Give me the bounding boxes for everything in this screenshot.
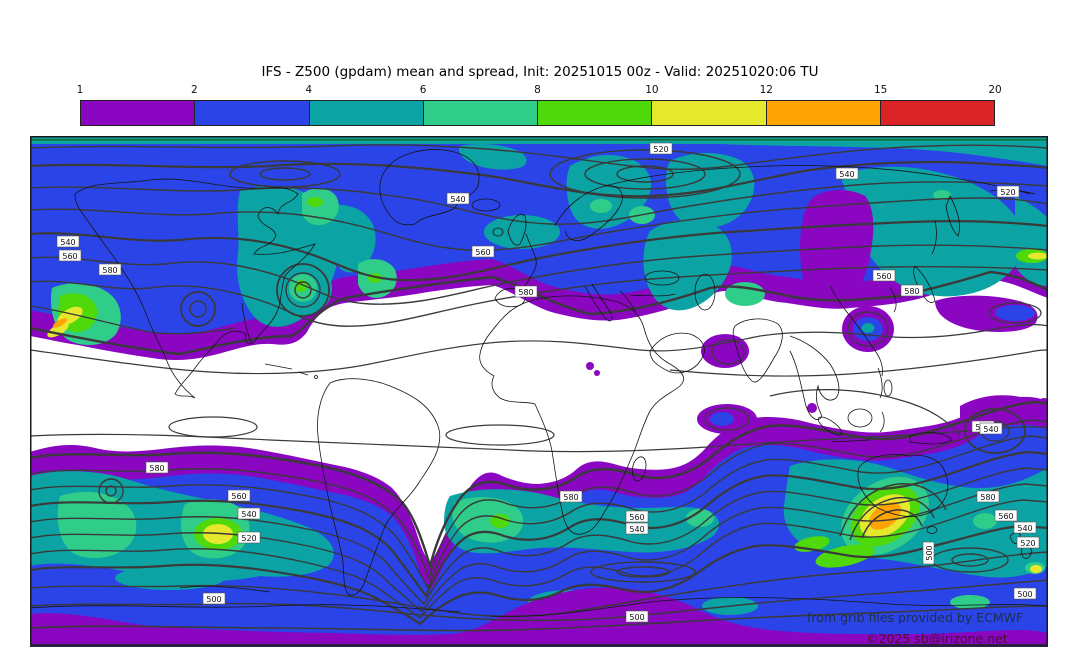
svg-text:540: 540 (1017, 524, 1032, 533)
svg-text:580: 580 (563, 493, 578, 502)
colorbar-segment (652, 101, 767, 125)
svg-text:560: 560 (998, 512, 1013, 521)
colorbar-tick-label: 4 (305, 84, 313, 96)
svg-text:580: 580 (102, 266, 117, 275)
contour-label: 520 (237, 531, 261, 544)
svg-text:540: 540 (450, 195, 465, 204)
contour-label: 540 (56, 235, 80, 248)
contour-value-labels: 520 540 560 580 540 560 580 540 520 560 580 580 540 5… (56, 142, 1040, 623)
svg-text:520: 520 (1020, 539, 1035, 548)
svg-text:560: 560 (62, 252, 77, 261)
svg-text:540: 540 (60, 238, 75, 247)
colorbar-segment (309, 101, 424, 125)
contour-label: 540 (446, 192, 470, 205)
credit-ecmwf: from grib files provided by ECMWF (807, 610, 1023, 625)
colorbar-tick-label: 2 (191, 84, 198, 96)
contour-label: 500 (202, 592, 226, 605)
colorbar-tick-label: 10 (645, 84, 659, 96)
colorbar-segment (195, 101, 310, 125)
contour-label: 540 (979, 422, 1003, 435)
svg-text:580: 580 (980, 493, 995, 502)
contour-label: 580 (98, 263, 122, 276)
mean-contours-south (30, 400, 1048, 632)
svg-text:560: 560 (231, 492, 246, 501)
contour-label: 540 (835, 167, 859, 180)
colorbar-tick-label: 6 (419, 84, 427, 96)
contour-label: 560 (625, 510, 649, 523)
contour-label: 520 (996, 185, 1020, 198)
colorbar-segment (766, 101, 881, 125)
contour-label: 500 (625, 610, 649, 623)
contour-label: 580 (559, 490, 583, 503)
svg-text:560: 560 (876, 272, 891, 281)
svg-text:580: 580 (149, 464, 164, 473)
svg-text:520: 520 (653, 145, 668, 154)
svg-text:540: 540 (983, 425, 998, 434)
colorbar-tick-label: 12 (759, 84, 773, 96)
colorbar-tick-label: 20 (988, 84, 1002, 96)
contour-label: 580 (145, 461, 169, 474)
contour-label: 500 (922, 541, 935, 565)
svg-text:540: 540 (839, 170, 854, 179)
colorbar-ticks: 1 2 4 6 8 10 12 15 20 (76, 84, 1002, 98)
contour-label: 520 (1016, 536, 1040, 549)
mean-contours-north (30, 144, 1048, 365)
contour-label: 580 (900, 284, 924, 297)
contour-label: 540 (237, 507, 261, 520)
svg-text:500: 500 (206, 595, 221, 604)
neasia-purple-column (800, 190, 874, 309)
colorbar-segment (423, 101, 538, 125)
figure-title: IFS - Z500 (gpdam) mean and spread, Init… (261, 64, 819, 80)
svg-text:520: 520 (1000, 188, 1015, 197)
contour-label: 580 (514, 285, 538, 298)
contour-label: 560 (872, 269, 896, 282)
svg-text:560: 560 (475, 248, 490, 257)
map-canvas: 520 540 560 580 540 560 580 540 520 560 580 580 540 5… (30, 136, 1048, 647)
colorbar-tick-label: 1 (76, 84, 84, 96)
north-jet-hotspots (47, 252, 1048, 338)
map-border-bottom (30, 644, 1048, 647)
svg-text:580: 580 (518, 288, 533, 297)
colorbar-segment (880, 101, 994, 125)
svg-text:580: 580 (904, 287, 919, 296)
contour-label: 560 (994, 509, 1018, 522)
colorbar-tick-label: 8 (534, 84, 541, 96)
contour-label: 500 (1013, 587, 1037, 600)
contour-label: 540 (1013, 521, 1037, 534)
contour-label: 560 (471, 245, 495, 258)
map-svg: 520 540 560 580 540 560 580 540 520 560 580 580 540 5… (30, 136, 1048, 647)
svg-text:540: 540 (241, 510, 256, 519)
contour-label: 560 (58, 249, 82, 262)
bottom-purple-band (30, 587, 1048, 647)
svg-text:500: 500 (925, 545, 934, 560)
svg-text:500: 500 (629, 613, 644, 622)
contour-label: 540 (625, 522, 649, 535)
colorbar-segment (538, 101, 653, 125)
svg-text:520: 520 (241, 534, 256, 543)
svg-text:540: 540 (629, 525, 644, 534)
contour-label: 580 (976, 490, 1000, 503)
svg-text:560: 560 (629, 513, 644, 522)
spread-colorbar (80, 100, 995, 126)
contour-label: 560 (227, 489, 251, 502)
svg-text:500: 500 (1017, 590, 1032, 599)
colorbar-tick-label: 15 (873, 84, 888, 96)
contour-label: 520 (649, 142, 673, 155)
credit-copyright: ©2025 sb@irizone.net (866, 631, 1008, 646)
colorbar-segment (81, 101, 196, 125)
